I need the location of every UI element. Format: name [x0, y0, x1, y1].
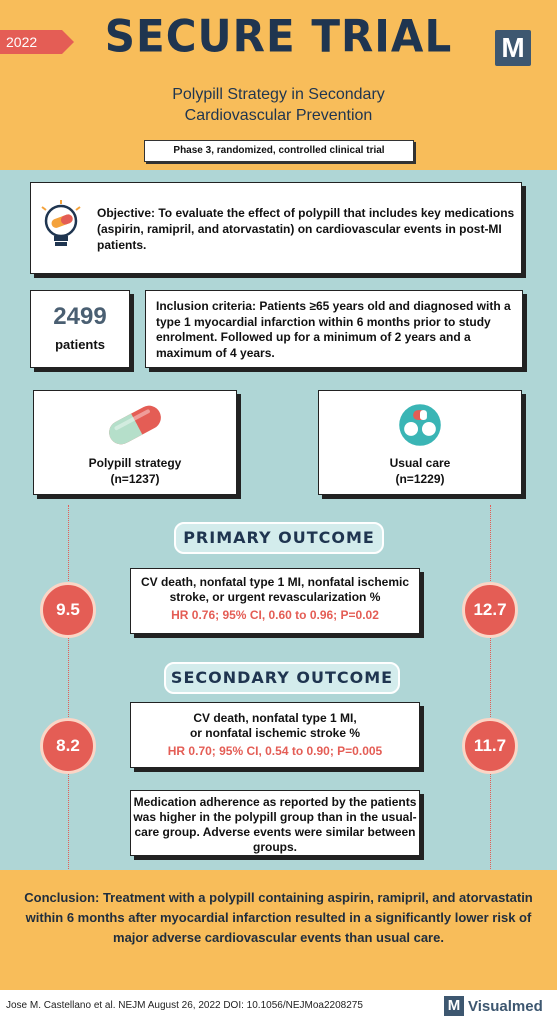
objective-card: Objective: To evaluate the effect of pol…	[30, 182, 522, 274]
conclusion-panel: Conclusion: Treatment with a polypill co…	[0, 870, 557, 990]
inclusion-text: Inclusion criteria: Patients ≥65 years o…	[156, 299, 511, 360]
visualmed-logo: M	[495, 30, 531, 66]
page-title: SECURE TRIAL	[104, 10, 453, 63]
capsule-icon	[109, 405, 161, 445]
patient-count-card: 2499 patients	[30, 290, 130, 368]
secondary-outcome-heading: SECONDARY OUTCOME	[164, 662, 400, 694]
polypill-arm-label: Polypill strategy (n=1237)	[34, 455, 236, 487]
primary-outcome-card: CV death, nonfatal type 1 MI, nonfatal i…	[130, 568, 420, 634]
lightbulb-pill-icon	[41, 200, 81, 246]
inclusion-card: Inclusion criteria: Patients ≥65 years o…	[145, 290, 523, 368]
objective-text: Objective: To evaluate the effect of pol…	[97, 206, 515, 252]
polypill-arm-name: Polypill strategy	[88, 456, 182, 470]
header: 2022 SECURE TRIAL M Polypill Strategy in…	[0, 0, 557, 170]
phase-badge: Phase 3, randomized, controlled clinical…	[144, 140, 414, 162]
subtitle-line-1: Polypill Strategy in Secondary	[172, 86, 385, 103]
adherence-card: Medication adherence as reported by the …	[130, 790, 420, 856]
polypill-arm-n: (n=1237)	[110, 472, 160, 486]
subtitle: Polypill Strategy in Secondary Cardiovas…	[0, 84, 557, 126]
footer: Jose M. Castellano et al. NEJM August 26…	[0, 990, 557, 1024]
polypill-arm-card: Polypill strategy (n=1237)	[33, 390, 237, 495]
secondary-outcome-stats: HR 0.70; 95% CI, 0.54 to 0.90; P=0.005	[167, 744, 383, 758]
year-ribbon: 2022	[0, 30, 74, 54]
main-panel: Objective: To evaluate the effect of pol…	[0, 170, 557, 875]
subtitle-line-2: Cardiovascular Prevention	[184, 107, 373, 124]
primary-outcome-desc-2: stroke, or urgent revascularization %	[169, 590, 381, 604]
secondary-outcome-desc-1: CV death, nonfatal type 1 MI,	[193, 711, 357, 725]
primary-usual-care-value: 12.7	[462, 582, 518, 638]
secondary-outcome-card: CV death, nonfatal type 1 MI, or nonfata…	[130, 702, 420, 768]
usual-care-arm-name: Usual care	[389, 456, 451, 470]
usual-care-arm-card: Usual care (n=1229)	[318, 390, 522, 495]
citation: Jose M. Castellano et al. NEJM August 26…	[6, 1000, 363, 1011]
patient-count: 2499	[53, 303, 107, 330]
primary-polypill-value: 9.5	[40, 582, 96, 638]
primary-outcome-heading: PRIMARY OUTCOME	[174, 522, 384, 554]
secondary-polypill-value: 8.2	[40, 718, 96, 774]
polypill-connector-line	[68, 505, 69, 875]
usual-care-connector-line	[490, 505, 491, 875]
usual-care-arm-n: (n=1229)	[395, 472, 445, 486]
primary-outcome-desc-1: CV death, nonfatal type 1 MI, nonfatal i…	[140, 575, 410, 589]
secondary-usual-care-value: 11.7	[462, 718, 518, 774]
brand-logo-icon: M	[444, 996, 464, 1016]
usual-care-arm-label: Usual care (n=1229)	[319, 455, 521, 487]
logo-letter: M	[501, 32, 525, 63]
patient-count-label: patients	[55, 337, 105, 352]
primary-outcome-stats: HR 0.76; 95% CI, 0.60 to 0.96; P=0.02	[171, 608, 379, 622]
pills-icon	[399, 404, 441, 446]
brand-name: Visualmed	[468, 998, 543, 1015]
secondary-outcome-desc-2: or nonfatal ischemic stroke %	[189, 726, 361, 740]
